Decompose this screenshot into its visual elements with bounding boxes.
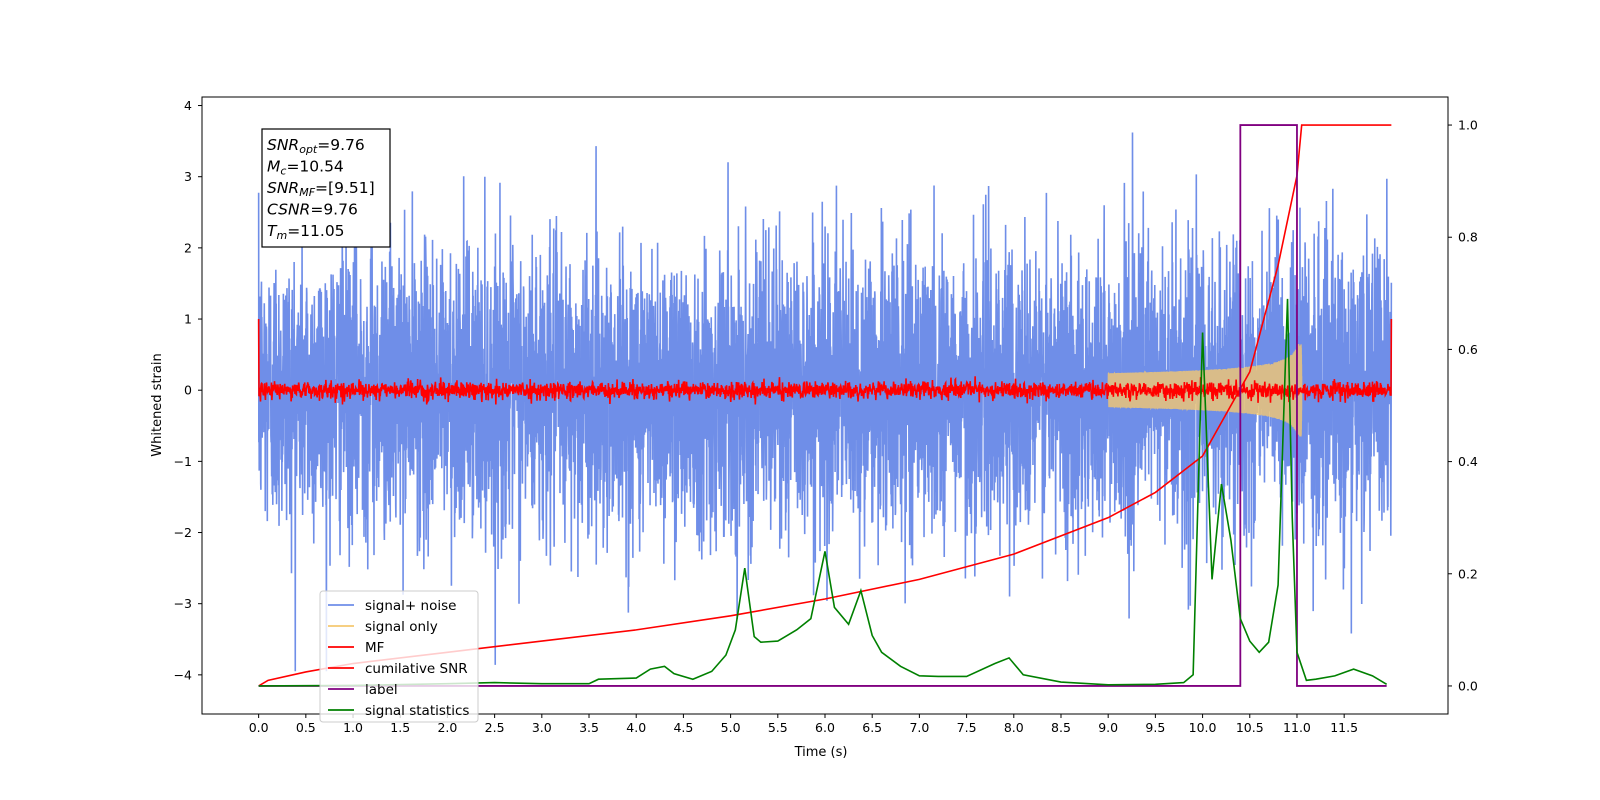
- info-box: SNRopt=9.76Mc=10.54SNRMF=[9.51]CSNR=9.76…: [261, 128, 391, 248]
- series-mf: [257, 319, 1393, 405]
- x-tick-label: 4.0: [626, 720, 646, 735]
- legend-entry: signal statistics: [328, 703, 469, 719]
- x-tick-label: 7.5: [957, 720, 977, 735]
- legend-label: label: [365, 682, 398, 698]
- y-tick-label-left: 1: [184, 312, 192, 327]
- info-subscript: MF: [299, 186, 315, 199]
- y-tick-label-left: −3: [174, 596, 192, 611]
- x-axis: 0.0 0.5 1.0 1.5 2.0 2.5 3.0 3.5 4.0 4.5 5.0 5.5 6.0 6…: [249, 714, 1358, 735]
- info-box-line: CSNR=9.76: [267, 201, 358, 219]
- info-subscript: m: [276, 229, 287, 242]
- series-label: [258, 124, 1387, 687]
- legend-entry: MF: [328, 640, 384, 656]
- y-tick-label-right: 0.4: [1458, 454, 1478, 469]
- info-box-line: Mc=10.54: [267, 158, 344, 178]
- info-symbol: CSNR: [267, 201, 310, 219]
- x-tick-label: 4.5: [673, 720, 693, 735]
- x-tick-label: 6.0: [815, 720, 835, 735]
- x-tick-label: 3.5: [579, 720, 599, 735]
- y-axis-right: 1.0 0.8 0.6 0.4 0.2 0.0: [1448, 118, 1478, 693]
- y-axis-label: Whitened strain: [150, 353, 165, 456]
- info-subscript: c: [280, 165, 286, 178]
- x-tick-label: 5.0: [721, 720, 741, 735]
- x-tick-label: 7.0: [909, 720, 929, 735]
- y-tick-label-left: 2: [184, 240, 192, 255]
- x-tick-label: 1.0: [343, 720, 363, 735]
- x-tick-label: 2.5: [485, 720, 505, 735]
- y-tick-label-left: 3: [184, 169, 192, 184]
- y-tick-label-right: 0.6: [1458, 342, 1478, 357]
- info-value: =11.05: [287, 222, 344, 240]
- info-value: =10.54: [286, 158, 343, 176]
- x-tick-label: 11.0: [1283, 720, 1311, 735]
- y-tick-label-right: 0.0: [1458, 678, 1478, 693]
- legend-entry: label: [328, 682, 398, 698]
- info-value: =[9.51]: [315, 179, 375, 197]
- legend: signal+ noise signal only MF cumilative SNR…: [319, 590, 479, 723]
- x-axis-label: Time (s): [794, 745, 848, 760]
- series-signal-statistics: [258, 298, 1388, 687]
- info-value: =9.76: [317, 136, 365, 154]
- y-tick-label-right: 1.0: [1458, 118, 1478, 133]
- y-axis-left: 4 3 2 1 0 −1 −2 −3 −4: [174, 98, 202, 682]
- y-tick-label-left: −1: [174, 454, 192, 469]
- y-tick-label-left: −4: [174, 667, 192, 682]
- legend-label: signal only: [365, 619, 438, 635]
- x-tick-label: 6.5: [862, 720, 882, 735]
- info-box-line: SNRopt=9.76: [267, 136, 365, 156]
- legend-entry: signal only: [328, 619, 438, 635]
- x-tick-label: 9.0: [1098, 720, 1118, 735]
- legend-entry: signal+ noise: [328, 598, 456, 614]
- x-tick-label: 8.0: [1004, 720, 1024, 735]
- legend-entry: cumilative SNR: [328, 661, 468, 677]
- y-tick-label-left: 4: [184, 98, 192, 113]
- series-signal-noise: [257, 132, 1393, 672]
- legend-label: signal statistics: [365, 703, 469, 719]
- y-tick-label-right: 0.8: [1458, 230, 1478, 245]
- x-tick-label: 1.5: [390, 720, 410, 735]
- legend-label: cumilative SNR: [365, 661, 468, 677]
- legend-frame: [319, 590, 479, 723]
- x-tick-label: 2.0: [437, 720, 457, 735]
- info-box-line: Tm=11.05: [267, 222, 345, 242]
- y-tick-label-right: 0.2: [1458, 566, 1478, 581]
- x-tick-label: 10.0: [1189, 720, 1217, 735]
- x-tick-label: 11.5: [1330, 720, 1358, 735]
- x-tick-label: 0.5: [296, 720, 316, 735]
- x-tick-label: 9.5: [1145, 720, 1165, 735]
- y-tick-label-left: −2: [174, 525, 192, 540]
- legend-label: signal+ noise: [365, 598, 456, 614]
- info-symbol: T: [267, 222, 278, 240]
- info-symbol: M: [267, 158, 280, 176]
- x-tick-label: 5.5: [768, 720, 788, 735]
- info-box-line: SNRMF=[9.51]: [267, 179, 375, 199]
- x-tick-label: 3.0: [532, 720, 552, 735]
- info-value: =9.76: [310, 201, 358, 219]
- x-tick-label: 0.0: [249, 720, 269, 735]
- info-symbol: SNR: [267, 179, 299, 197]
- x-tick-label: 10.5: [1236, 720, 1264, 735]
- y-tick-label-left: 0: [184, 383, 192, 398]
- info-subscript: opt: [299, 143, 318, 156]
- x-tick-label: 8.5: [1051, 720, 1071, 735]
- info-box-frame: [261, 128, 391, 248]
- info-symbol: SNR: [267, 136, 299, 154]
- legend-label: MF: [365, 640, 384, 656]
